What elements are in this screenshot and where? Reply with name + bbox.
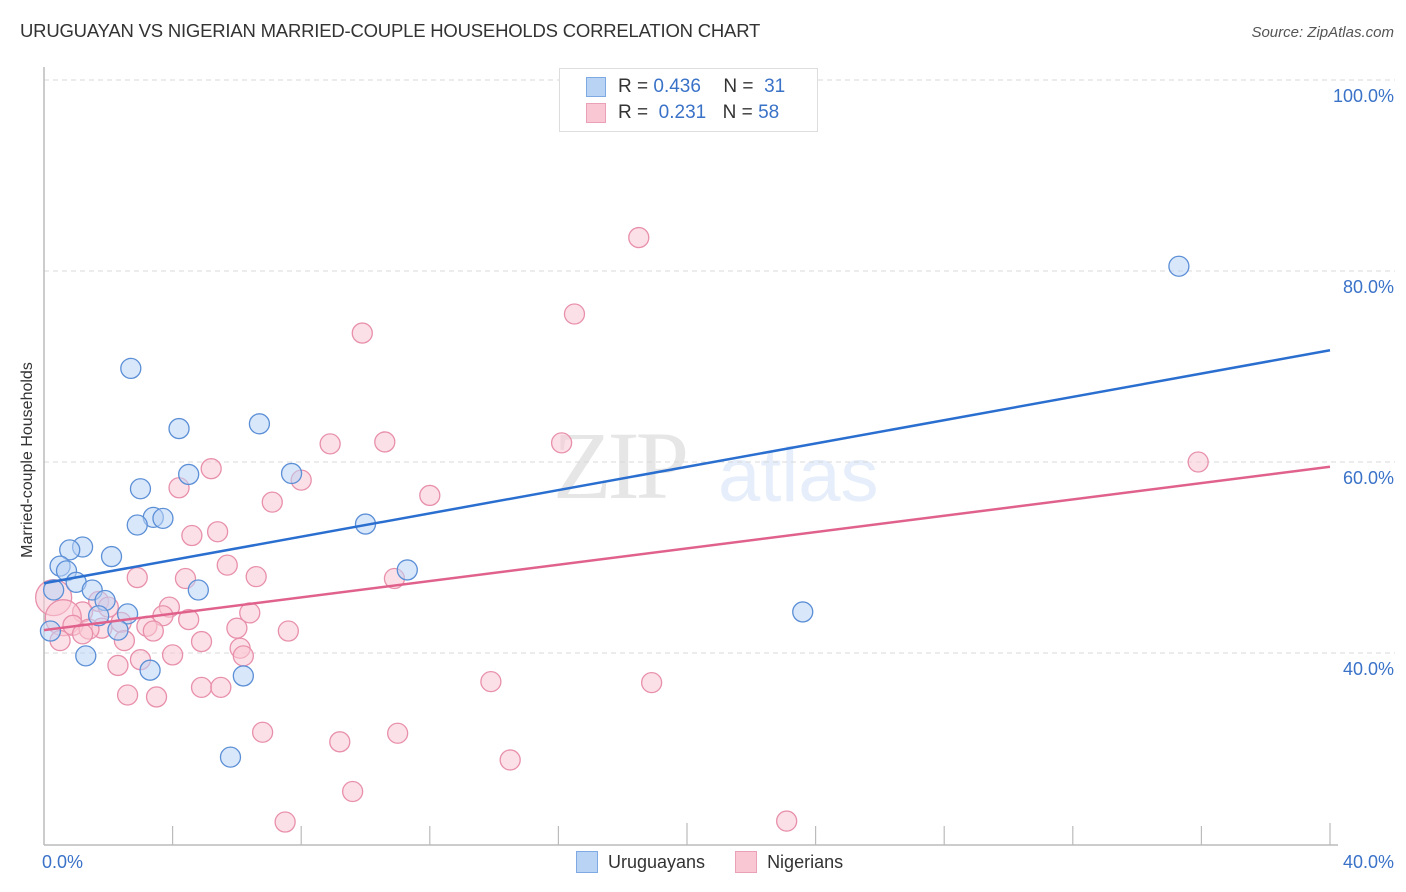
source-label: Source: ZipAtlas.com (1251, 24, 1394, 41)
data-point[interactable] (792, 601, 814, 623)
data-point[interactable] (181, 524, 203, 547)
data-point[interactable] (88, 605, 110, 627)
data-point[interactable] (280, 462, 303, 485)
chart-title: URUGUAYAN VS NIGERIAN MARRIED-COUPLE HOU… (20, 20, 761, 41)
nigerians-trend-line (43, 465, 1331, 632)
data-point[interactable] (776, 810, 798, 832)
y-tick-80: 80.0% (1342, 277, 1394, 297)
r-value: 0.436 (653, 76, 701, 97)
data-point[interactable] (168, 417, 190, 440)
data-point[interactable] (107, 654, 129, 677)
data-point[interactable] (190, 630, 213, 653)
blue-swatch-icon (576, 851, 598, 873)
data-point[interactable] (187, 579, 209, 601)
pink-swatch-icon (735, 851, 758, 873)
data-point[interactable] (161, 644, 184, 666)
trend-lines (43, 349, 1331, 632)
data-point[interactable] (396, 559, 418, 581)
data-point[interactable] (200, 458, 222, 480)
data-point[interactable] (100, 545, 123, 568)
n-value: 58 (758, 102, 780, 123)
nigerians-points (34, 226, 1209, 833)
data-point[interactable] (219, 746, 242, 768)
data-point[interactable] (210, 676, 232, 699)
y-tick-40: 40.0% (1342, 659, 1394, 679)
y-tick-100: 100.0% (1332, 86, 1394, 106)
data-point[interactable] (1168, 255, 1190, 277)
data-point[interactable] (216, 554, 238, 576)
uruguayans-trend-line (43, 349, 1331, 585)
y-tick-60: 60.0% (1342, 468, 1394, 488)
n-label: N = (722, 102, 753, 123)
data-point[interactable] (59, 539, 81, 561)
n-value: 31 (764, 76, 786, 97)
data-point[interactable] (351, 322, 373, 344)
data-point[interactable] (39, 620, 62, 642)
data-point[interactable] (261, 491, 283, 513)
legend-label: Uruguayans (608, 851, 706, 872)
x-tick-0: 0.0% (42, 852, 84, 872)
r-label: R = (618, 76, 649, 97)
data-point[interactable] (232, 665, 254, 687)
r-value: 0.231 (658, 102, 707, 123)
data-point[interactable] (274, 811, 296, 833)
data-point[interactable] (374, 431, 396, 453)
data-point[interactable] (178, 463, 200, 486)
x-tick-40: 40.0% (1342, 852, 1394, 872)
data-point[interactable] (248, 413, 271, 435)
data-point[interactable] (126, 566, 148, 589)
data-point[interactable] (499, 749, 521, 771)
data-point[interactable] (139, 659, 161, 681)
data-point[interactable] (152, 507, 174, 529)
data-point[interactable] (550, 432, 573, 454)
legend-label: Nigerians (767, 851, 844, 872)
data-point[interactable] (126, 514, 148, 536)
data-point[interactable] (245, 565, 267, 588)
legend-item-uruguayans[interactable]: Uruguayans (576, 851, 705, 873)
data-point[interactable] (129, 478, 152, 500)
legend-item-nigerians[interactable]: Nigerians (735, 851, 843, 873)
legend-row-nigerians: R = 0.231 N = 58 (586, 101, 779, 125)
data-point[interactable] (251, 721, 274, 743)
data-point[interactable] (277, 620, 299, 642)
data-point[interactable] (107, 619, 129, 641)
data-point[interactable] (480, 671, 502, 693)
legend-row-uruguayans: R = 0.436 N = 31 (586, 75, 785, 99)
axes (43, 67, 1338, 846)
data-point[interactable] (178, 608, 200, 631)
r-label: R = (618, 102, 649, 123)
data-point[interactable] (232, 645, 254, 667)
pink-swatch-icon (586, 103, 606, 123)
data-point[interactable] (628, 226, 650, 249)
data-point[interactable] (386, 722, 409, 744)
series-legend: Uruguayans Nigerians (576, 851, 873, 873)
data-point[interactable] (1187, 451, 1209, 473)
data-point[interactable] (120, 357, 142, 380)
stats-legend: R = 0.436 N = 31 R = 0.231 N = 58 (559, 68, 818, 132)
watermark-zip: ZIP (553, 412, 689, 519)
data-point[interactable] (319, 433, 341, 455)
data-point[interactable] (419, 484, 441, 507)
data-point[interactable] (116, 684, 139, 706)
blue-swatch-icon (586, 77, 606, 97)
data-point[interactable] (640, 671, 663, 694)
data-point[interactable] (42, 579, 65, 601)
data-point[interactable] (206, 521, 229, 543)
data-point[interactable] (145, 686, 168, 708)
data-point[interactable] (71, 623, 94, 645)
data-point[interactable] (341, 780, 364, 803)
data-point[interactable] (563, 303, 586, 325)
y-axis-label: Married-couple Households (19, 362, 36, 558)
gridlines (44, 79, 1395, 654)
data-point[interactable] (142, 620, 164, 642)
data-point[interactable] (190, 676, 213, 699)
n-label: N = (723, 76, 754, 97)
data-point[interactable] (75, 645, 97, 667)
data-point[interactable] (329, 731, 351, 753)
data-point[interactable] (226, 617, 248, 639)
